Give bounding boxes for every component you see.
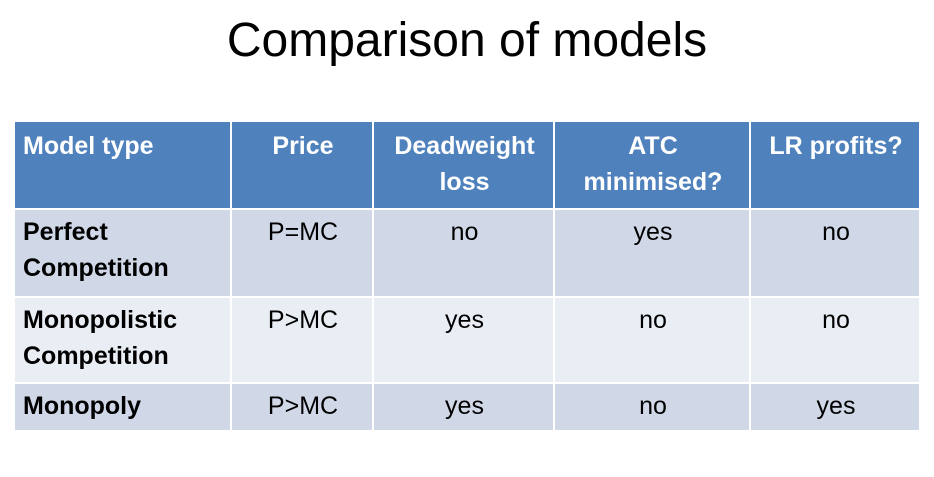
cell-lr-profits: no	[749, 296, 921, 384]
cell-price: P=MC	[230, 208, 374, 298]
header-row: Model type Price Deadweight loss ATC min…	[13, 120, 921, 210]
header-model-type: Model type	[13, 120, 232, 210]
cell-price: P>MC	[230, 382, 374, 432]
row-model-name: Monopolistic Competition	[13, 296, 232, 384]
header-lr-profits: LR profits?	[749, 120, 921, 210]
cell-atc-minimised: no	[553, 296, 751, 384]
cell-deadweight-loss: yes	[372, 382, 555, 432]
table-row: Monopolistic Competition P>MC yes no no	[13, 296, 921, 384]
cell-atc-minimised: no	[553, 382, 751, 432]
comparison-table: Model type Price Deadweight loss ATC min…	[13, 120, 921, 432]
cell-lr-profits: no	[749, 208, 921, 298]
cell-deadweight-loss: no	[372, 208, 555, 298]
cell-atc-minimised: yes	[553, 208, 751, 298]
table-row: Perfect Competition P=MC no yes no	[13, 208, 921, 298]
header-atc-minimised: ATC minimised?	[553, 120, 751, 210]
table-row: Monopoly P>MC yes no yes	[13, 382, 921, 432]
cell-price: P>MC	[230, 296, 374, 384]
row-model-name: Monopoly	[13, 382, 232, 432]
header-price: Price	[230, 120, 374, 210]
cell-deadweight-loss: yes	[372, 296, 555, 384]
header-deadweight-loss: Deadweight loss	[372, 120, 555, 210]
row-model-name: Perfect Competition	[13, 208, 232, 298]
cell-lr-profits: yes	[749, 382, 921, 432]
page-title: Comparison of models	[226, 14, 708, 67]
